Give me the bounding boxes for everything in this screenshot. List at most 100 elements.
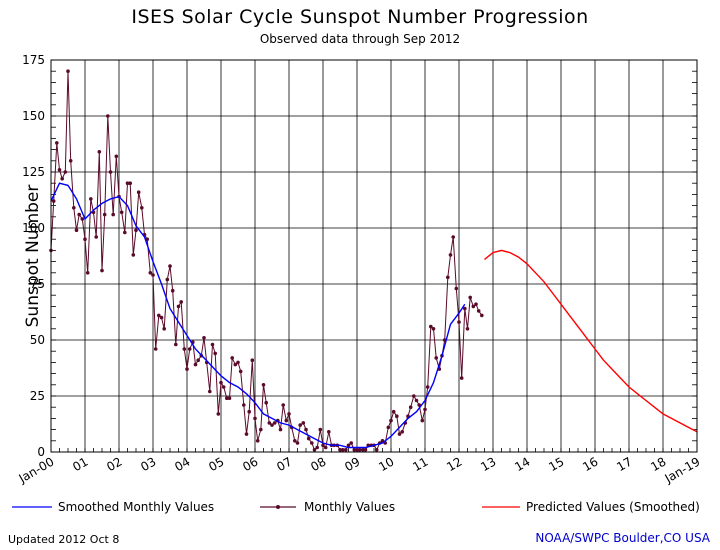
x-tick-label: 12 — [444, 454, 464, 474]
data-point-monthly — [100, 268, 104, 273]
data-point-monthly — [471, 304, 476, 309]
legend: Smoothed Monthly Values Monthly Values P… — [12, 500, 700, 514]
data-point-monthly — [213, 351, 217, 356]
data-point-monthly — [168, 264, 172, 268]
data-point-monthly — [244, 432, 249, 436]
data-point-monthly — [476, 309, 481, 313]
data-point-monthly — [474, 302, 478, 307]
data-point-monthly — [221, 385, 226, 389]
data-point-monthly — [425, 385, 430, 389]
data-point-monthly — [102, 212, 107, 217]
data-point-monthly — [63, 170, 68, 174]
x-tick-label: 03 — [138, 454, 158, 474]
y-tick-label: 75 — [30, 277, 45, 291]
data-point-monthly — [429, 324, 433, 329]
data-point-monthly — [304, 427, 308, 432]
data-point-monthly — [250, 358, 255, 363]
data-point-monthly — [106, 114, 110, 118]
y-axis-label: Sunspot Number — [23, 185, 43, 328]
data-point-monthly — [327, 430, 331, 434]
y-tick-label: 100 — [22, 221, 45, 235]
data-point-monthly — [125, 181, 130, 185]
data-point-monthly — [179, 300, 183, 304]
data-point-monthly — [270, 423, 274, 427]
data-point-monthly — [159, 315, 164, 320]
x-tick-label: 08 — [308, 454, 328, 474]
data-point-monthly — [454, 286, 459, 291]
legend-label-smoothed: Smoothed Monthly Values — [58, 500, 214, 514]
legend-label-predicted: Predicted Values (Smoothed) — [526, 500, 700, 514]
data-point-monthly — [278, 427, 283, 432]
data-point-monthly — [389, 418, 393, 423]
legend-label-monthly: Monthly Values — [304, 500, 395, 514]
data-point-monthly — [310, 441, 314, 445]
data-point-monthly — [357, 448, 362, 452]
data-point-monthly — [140, 206, 144, 210]
data-point-monthly — [349, 441, 354, 445]
data-point-monthly — [193, 362, 198, 367]
data-point-monthly — [344, 448, 348, 452]
x-tick-label: 06 — [240, 454, 260, 474]
data-point-monthly — [238, 369, 243, 374]
data-point-monthly — [391, 409, 396, 414]
data-point-monthly — [68, 159, 73, 163]
data-point-monthly — [355, 448, 359, 452]
data-point-monthly — [448, 253, 453, 257]
data-point-monthly — [51, 199, 56, 203]
data-point-monthly — [247, 409, 251, 414]
data-point-monthly — [202, 336, 206, 340]
data-point-monthly — [281, 403, 286, 407]
data-point-monthly — [57, 168, 62, 172]
legend-item-predicted: Predicted Values (Smoothed) — [482, 500, 700, 514]
data-point-monthly — [323, 445, 328, 450]
data-point-monthly — [233, 362, 238, 367]
data-point-monthly — [230, 356, 234, 360]
data-point-monthly — [80, 217, 85, 221]
data-point-monthly — [400, 430, 405, 434]
x-axis-ticks: Jan-00 01 02 03 04 05 06 07 08 09 10 11 12 13 14 15 16 17… — [16, 454, 703, 486]
data-point-monthly — [242, 403, 246, 407]
legend-marker-monthly — [276, 505, 280, 509]
data-point-monthly — [74, 228, 79, 232]
data-point-monthly — [374, 448, 379, 452]
source-credit: NOAA/SWPC Boulder,CO USA — [535, 531, 710, 545]
data-point-monthly — [208, 389, 212, 394]
data-point-monthly — [463, 306, 467, 311]
x-tick-label: 15 — [546, 454, 566, 474]
updated-date: Updated 2012 Oct 8 — [8, 533, 120, 546]
data-point-monthly — [451, 235, 456, 239]
x-tick-label: 01 — [70, 454, 90, 474]
data-point-monthly — [114, 154, 119, 159]
data-point-monthly — [176, 304, 181, 309]
data-point-monthly — [55, 141, 59, 145]
data-point-monthly — [216, 412, 221, 416]
plot-frame — [50, 59, 698, 453]
data-point-monthly — [60, 176, 64, 181]
x-tick-label: 07 — [274, 454, 294, 474]
data-point-monthly — [210, 342, 215, 347]
chart-subtitle: Observed data through Sep 2012 — [259, 32, 461, 46]
y-tick-label: 25 — [30, 389, 45, 403]
data-point-monthly — [255, 439, 260, 443]
data-point-monthly — [174, 342, 178, 347]
data-point-monthly — [346, 443, 351, 448]
data-point-monthly — [267, 421, 272, 425]
data-point-monthly — [468, 295, 473, 300]
data-point-monthly — [157, 313, 161, 318]
x-tick-label: Jan-00 — [16, 454, 57, 486]
data-point-monthly — [123, 230, 127, 235]
data-point-monthly — [298, 423, 303, 427]
data-point-monthly — [272, 421, 277, 425]
data-point-monthly — [111, 212, 115, 217]
data-point-monthly — [97, 150, 102, 154]
data-point-monthly — [219, 380, 223, 385]
y-tick-label: 0 — [37, 445, 45, 459]
data-point-monthly — [363, 448, 368, 452]
data-point-monthly — [414, 398, 419, 403]
data-point-monthly — [85, 271, 90, 275]
data-point-monthly — [225, 396, 229, 401]
data-point-monthly — [431, 327, 436, 331]
data-point-monthly — [165, 277, 170, 282]
data-point-monthly — [259, 427, 263, 432]
data-point-monthly — [89, 197, 93, 201]
